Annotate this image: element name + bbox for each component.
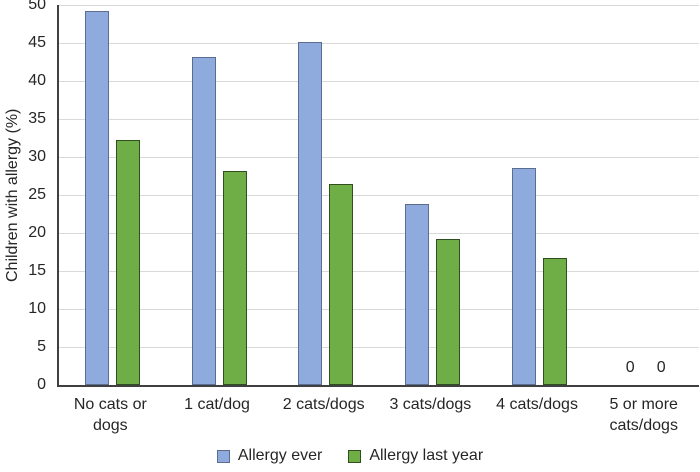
gridline (59, 309, 699, 310)
bar-allergy-last-year (435, 239, 460, 385)
legend: Allergy ever Allergy last year (0, 446, 700, 466)
zero-data-label: 0 (656, 359, 666, 376)
y-tick-label: 30 (28, 148, 46, 165)
bar-allergy-ever (191, 57, 216, 385)
y-tick-label: 35 (28, 110, 46, 127)
gridline (59, 5, 699, 6)
category-label: 1 cat/dog (184, 396, 250, 413)
y-tick-label: 10 (28, 300, 46, 317)
gridline (59, 43, 699, 44)
y-tick-label: 50 (28, 0, 46, 13)
bar-allergy-last-year (542, 258, 567, 385)
gridline (59, 81, 699, 82)
category-label: 2 cats/dogs (282, 396, 365, 413)
category-label: 3 cats/dogs (389, 396, 472, 413)
legend-label-allergy-last-year: Allergy last year (369, 447, 484, 464)
bar-allergy-last-year (222, 170, 247, 385)
y-tick-label: 45 (28, 34, 46, 51)
category-label: 5 or more cats/dogs (609, 396, 678, 434)
bar-allergy-last-year (329, 183, 354, 385)
gridline (59, 157, 699, 158)
bar-allergy-ever (84, 11, 109, 385)
gridline (59, 195, 699, 196)
y-tick-label: 40 (28, 72, 46, 89)
legend-swatch-allergy-ever (216, 449, 230, 463)
y-tick-label: 20 (28, 224, 46, 241)
x-axis-category-labels: No cats or dogs 1 cat/dog 2 cats/dogs 3 cat… (57, 394, 697, 436)
category-label: 4 cats/dogs (496, 396, 578, 413)
y-tick-label: 15 (28, 262, 46, 279)
legend-swatch-allergy-last-year (348, 449, 362, 463)
gridline (59, 119, 699, 120)
bar-allergy-ever (404, 204, 429, 385)
gridline (59, 271, 699, 272)
legend-item-allergy-last-year: Allergy last year (348, 446, 483, 466)
bar-allergy-ever (511, 167, 536, 385)
bar-allergy-last-year (115, 139, 140, 385)
legend-item-allergy-ever: Allergy ever (216, 446, 323, 466)
y-tick-label: 0 (37, 376, 46, 393)
gridline (59, 347, 699, 348)
bar-allergy-ever (298, 42, 323, 385)
category-label: No cats or dogs (73, 396, 147, 434)
zero-data-label: 0 (625, 359, 635, 376)
gridline (59, 233, 699, 234)
y-tick-label: 5 (37, 338, 46, 355)
legend-label-allergy-ever: Allergy ever (237, 447, 323, 464)
y-tick-label: 25 (28, 186, 46, 203)
